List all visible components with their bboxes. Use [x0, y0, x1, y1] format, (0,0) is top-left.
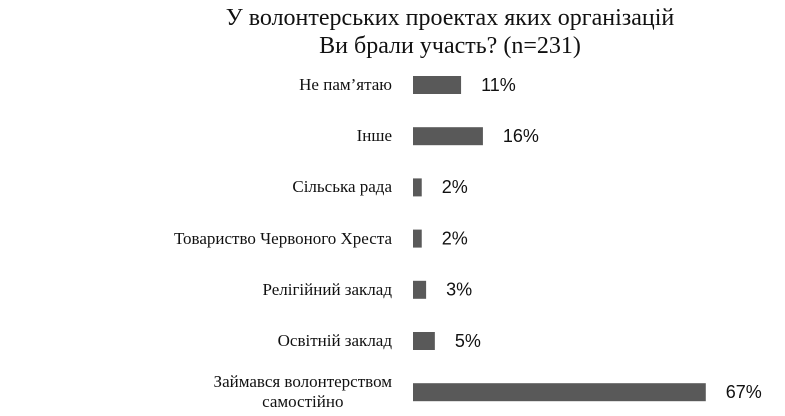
- chart-title: У волонтерських проектах яких організаці…: [225, 5, 675, 59]
- bar: [413, 127, 483, 146]
- category-label-box: Інше: [0, 126, 392, 146]
- category-label: Товариство Червоного Хреста: [173, 228, 392, 248]
- category-label-box: Товариство Червоного Хреста: [0, 229, 392, 249]
- category-label: Релігійний заклад: [262, 279, 392, 299]
- value-label: 11%: [481, 75, 516, 95]
- category-label-box: Освітній заклад: [0, 331, 392, 351]
- value-label: 2%: [442, 228, 468, 248]
- bar: [413, 178, 422, 197]
- value-label: 5%: [455, 331, 481, 351]
- category-label: Не пам’ятаю: [299, 75, 392, 94]
- bar: [413, 229, 422, 248]
- category-label: Інше: [356, 126, 392, 146]
- bar: [413, 383, 706, 402]
- category-label-box: Релігійний заклад: [0, 280, 392, 300]
- bar: [413, 280, 427, 299]
- category-label-box: Не пам’ятаю: [0, 75, 392, 95]
- value-label: 16%: [503, 126, 539, 146]
- value-label: 67%: [726, 382, 762, 402]
- category-label-box: Сільська рада: [0, 177, 392, 197]
- value-label: 3%: [446, 280, 472, 300]
- value-label: 2%: [442, 177, 468, 197]
- category-label: Освітній заклад: [277, 331, 392, 350]
- category-label: Займався волонтерством самостійно: [213, 372, 392, 412]
- category-label-box: Займався волонтерством самостійно: [0, 372, 392, 412]
- category-label: Сільська рада: [292, 177, 392, 197]
- bar: [413, 76, 462, 94]
- bar: [413, 332, 435, 350]
